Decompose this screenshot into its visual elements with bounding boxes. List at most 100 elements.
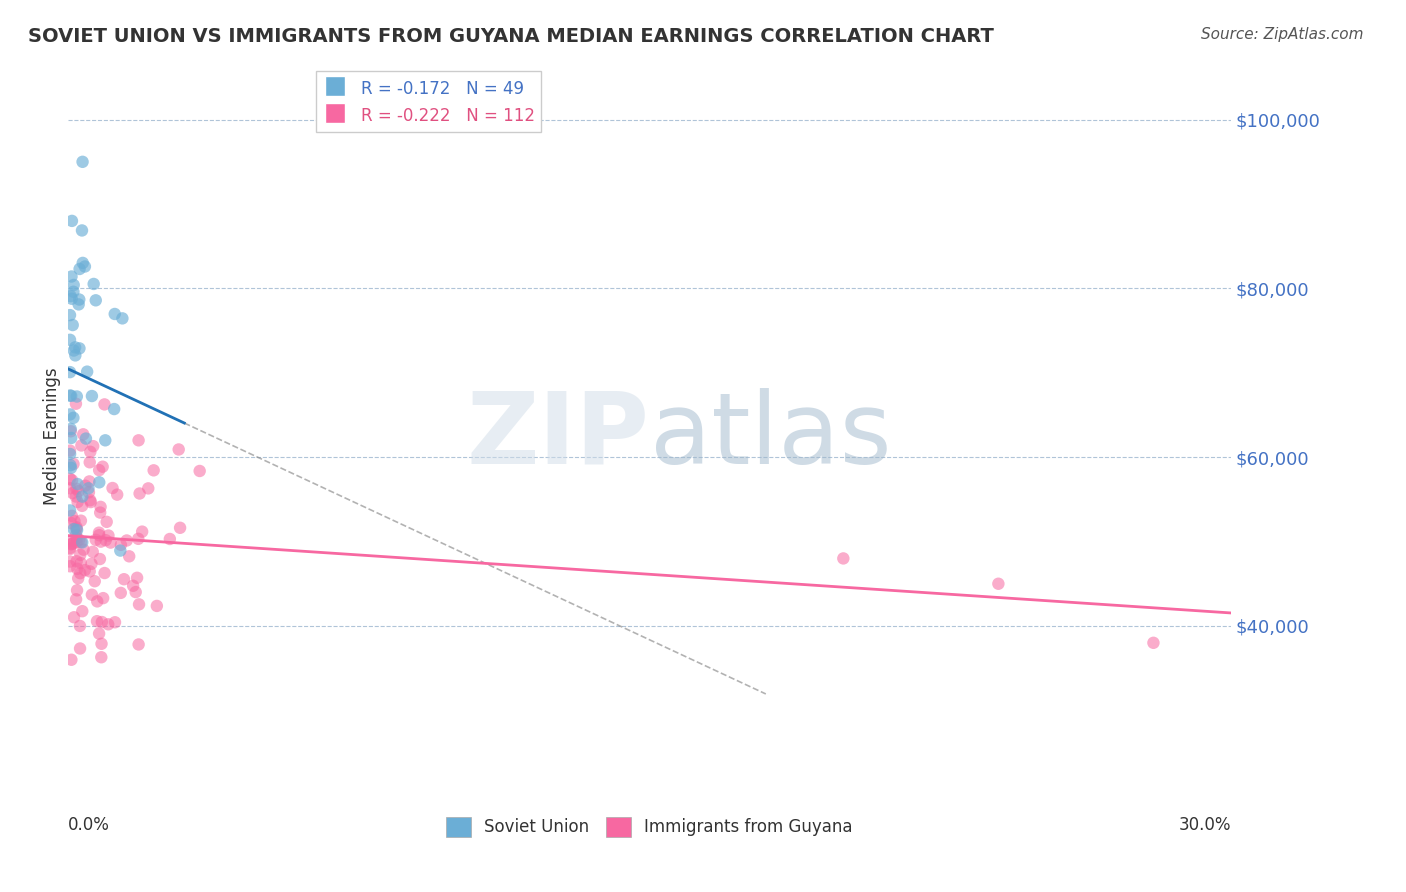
Point xyxy=(72,542,94,557)
Point xyxy=(94,434,117,448)
Point xyxy=(96,515,118,529)
Text: SOVIET UNION VS IMMIGRANTS FROM GUYANA MEDIAN EARNINGS CORRELATION CHART: SOVIET UNION VS IMMIGRANTS FROM GUYANA M… xyxy=(28,27,994,45)
Point xyxy=(75,479,97,493)
Point xyxy=(112,572,135,586)
Point xyxy=(128,486,150,500)
Point xyxy=(79,493,101,508)
Point xyxy=(60,292,83,306)
Point xyxy=(146,599,169,613)
Point xyxy=(65,528,87,542)
Point xyxy=(110,586,132,600)
Point xyxy=(62,522,84,536)
Point xyxy=(66,523,89,537)
Point xyxy=(59,481,82,495)
Point xyxy=(70,438,93,452)
Point xyxy=(60,269,83,284)
Point xyxy=(70,535,93,549)
Point xyxy=(75,432,97,446)
Point xyxy=(987,576,1010,591)
Point xyxy=(122,579,145,593)
Point xyxy=(67,571,90,585)
Point xyxy=(60,389,83,403)
Point xyxy=(72,256,94,270)
Point xyxy=(90,637,112,651)
Point xyxy=(66,390,89,404)
Point xyxy=(97,528,120,542)
Point xyxy=(89,475,111,490)
Point xyxy=(80,557,103,571)
Point xyxy=(79,455,101,469)
Y-axis label: Median Earnings: Median Earnings xyxy=(44,368,60,505)
Point xyxy=(79,565,101,579)
Point xyxy=(94,533,117,548)
Point xyxy=(1142,636,1164,650)
Point xyxy=(86,594,108,608)
Point xyxy=(67,533,90,547)
Point xyxy=(128,637,150,651)
Point xyxy=(103,402,125,417)
Point xyxy=(60,537,83,551)
Point xyxy=(79,445,101,459)
Point xyxy=(167,442,190,457)
Point xyxy=(66,554,89,568)
Point xyxy=(118,549,141,564)
Point xyxy=(59,443,82,458)
Point xyxy=(82,545,104,559)
Point xyxy=(60,473,83,487)
Point xyxy=(60,508,83,523)
Point xyxy=(72,490,94,504)
Legend: Soviet Union, Immigrants from Guyana: Soviet Union, Immigrants from Guyana xyxy=(439,810,859,844)
Point xyxy=(62,457,84,471)
Point xyxy=(69,262,91,277)
Point xyxy=(69,342,91,356)
Point xyxy=(77,485,100,500)
Point xyxy=(136,482,159,496)
Point xyxy=(62,536,84,550)
Point xyxy=(66,583,89,598)
Text: atlas: atlas xyxy=(650,387,891,484)
Point xyxy=(128,598,150,612)
Point xyxy=(59,555,82,569)
Point xyxy=(70,535,93,549)
Point xyxy=(90,650,112,665)
Point xyxy=(73,563,96,577)
Point xyxy=(80,495,103,509)
Point xyxy=(91,459,114,474)
Point xyxy=(188,464,211,478)
Point xyxy=(59,388,82,402)
Point xyxy=(59,541,82,555)
Point xyxy=(59,472,82,486)
Point xyxy=(65,348,87,362)
Point xyxy=(70,223,93,237)
Point xyxy=(59,424,82,438)
Point xyxy=(84,293,107,308)
Point xyxy=(59,537,82,551)
Point xyxy=(89,463,111,477)
Point xyxy=(59,458,82,473)
Point xyxy=(110,543,132,558)
Point xyxy=(66,495,89,509)
Point xyxy=(59,308,82,322)
Point xyxy=(82,439,104,453)
Point xyxy=(79,475,101,489)
Point xyxy=(104,307,127,321)
Point xyxy=(65,482,87,496)
Point xyxy=(65,592,87,607)
Point xyxy=(66,562,89,576)
Point xyxy=(67,293,90,307)
Point xyxy=(59,365,82,379)
Point xyxy=(59,542,82,557)
Point xyxy=(72,427,94,442)
Point xyxy=(60,214,83,228)
Point xyxy=(69,619,91,633)
Point xyxy=(65,522,87,536)
Point xyxy=(169,521,191,535)
Point xyxy=(76,365,98,379)
Point xyxy=(89,506,111,520)
Point xyxy=(69,641,91,656)
Point xyxy=(111,311,134,326)
Point xyxy=(832,551,855,566)
Point xyxy=(62,486,84,500)
Point xyxy=(63,610,86,624)
Point xyxy=(90,500,112,514)
